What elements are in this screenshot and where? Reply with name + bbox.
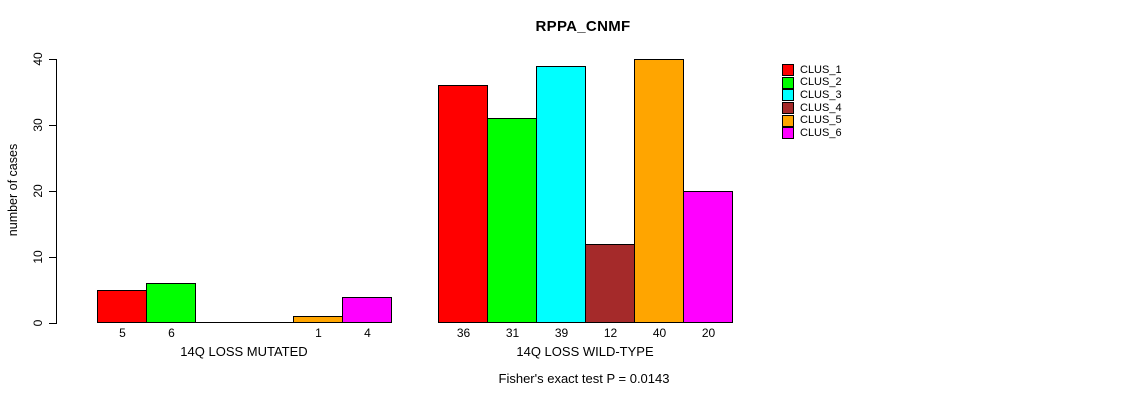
bar: [342, 297, 392, 323]
legend-swatch-icon: [782, 102, 794, 115]
y-tick-mark: [49, 257, 56, 258]
y-tick-label: 10: [31, 250, 45, 264]
legend-swatch-icon: [782, 64, 794, 77]
legend-entry: CLUS_3: [782, 89, 842, 102]
bar: [195, 322, 245, 323]
legend-label: CLUS_3: [800, 88, 842, 101]
y-tick-label: 0: [31, 319, 45, 327]
legend-label: CLUS_4: [800, 101, 842, 114]
legend-swatch-icon: [782, 89, 794, 102]
chart-title: RPPA_CNMF: [535, 18, 631, 35]
legend-swatch-icon: [782, 114, 794, 127]
legend-label: CLUS_1: [800, 63, 842, 76]
y-tick-mark: [49, 125, 56, 126]
bar: [97, 290, 147, 323]
bar-value-label: 6: [168, 326, 175, 340]
bar: [244, 322, 294, 323]
x-axis-group-label-mutated: 14Q LOSS MUTATED: [180, 344, 308, 359]
legend-label: CLUS_2: [800, 76, 842, 89]
legend-entry: CLUS_4: [782, 102, 842, 115]
bar-value-label: 31: [505, 326, 520, 340]
bar: [683, 191, 733, 323]
y-tick-label: 20: [31, 184, 45, 198]
bar: [438, 85, 488, 323]
legend-label: CLUS_5: [800, 114, 842, 127]
bar: [536, 66, 586, 323]
bar-value-label: 40: [652, 326, 667, 340]
bar: [293, 316, 343, 323]
bar-value-label: 39: [554, 326, 569, 340]
legend-label: CLUS_6: [800, 126, 842, 139]
x-axis-group-label-wildtype: 14Q LOSS WILD-TYPE: [516, 344, 654, 359]
legend-entry: CLUS_6: [782, 127, 842, 140]
bar-value-label: 12: [603, 326, 618, 340]
bar-value-label: 4: [364, 326, 371, 340]
legend: CLUS_1 CLUS_2 CLUS_3 CLUS_4 CLUS_5 CLUS_6: [782, 64, 842, 140]
bar: [634, 59, 684, 323]
bar-value-label: 1: [315, 326, 322, 340]
legend-swatch-icon: [782, 127, 794, 140]
bar: [487, 118, 537, 323]
bar-value-label: 5: [119, 326, 126, 340]
y-axis-title: number of cases: [6, 143, 20, 237]
y-tick-mark: [49, 323, 56, 324]
y-axis-line: [56, 59, 57, 324]
legend-entry: CLUS_2: [782, 76, 842, 90]
y-tick-label: 40: [31, 52, 45, 66]
y-tick-label: 30: [31, 118, 45, 132]
bar: [585, 244, 635, 323]
bar-value-label: 36: [456, 326, 471, 340]
y-tick-mark: [49, 191, 56, 192]
bar: [146, 283, 196, 323]
y-tick-mark: [49, 59, 56, 60]
legend-swatch-icon: [782, 76, 794, 89]
fisher-test-annotation: Fisher's exact test P = 0.0143: [498, 371, 670, 386]
legend-entry: CLUS_1: [782, 64, 842, 77]
bar-value-label: 20: [701, 326, 716, 340]
legend-entry: CLUS_5: [782, 114, 842, 127]
